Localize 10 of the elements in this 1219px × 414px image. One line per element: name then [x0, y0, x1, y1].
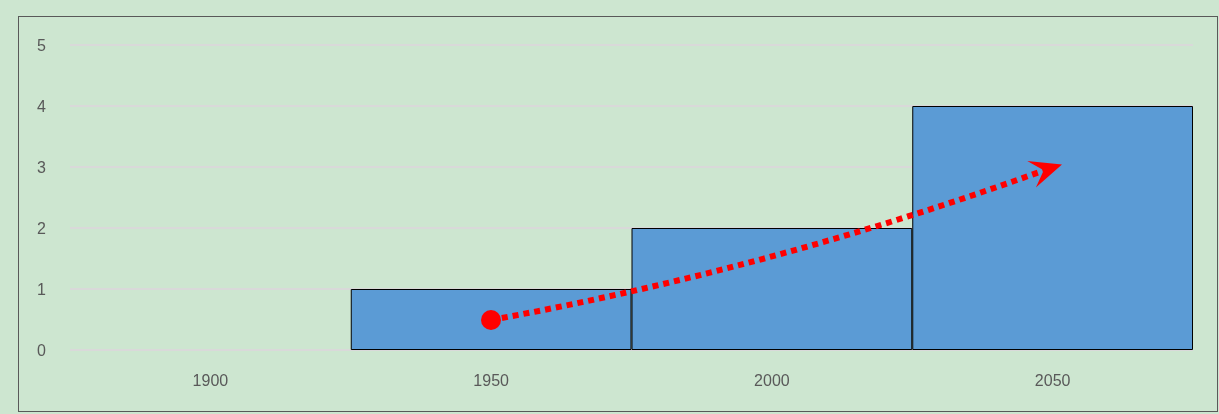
x-tick-label: 2050 [1034, 371, 1071, 389]
y-tick-label: 2 [37, 219, 47, 237]
y-tick-label: 3 [37, 158, 47, 176]
y-tick-label: 0 [37, 341, 47, 359]
y-tick-label: 1 [37, 280, 47, 298]
x-tick-label: 2000 [754, 371, 790, 389]
y-tick-label: 4 [37, 97, 47, 115]
y-tick-label: 5 [37, 36, 47, 54]
x-tick-label: 1900 [192, 371, 229, 389]
x-tick-label: 1950 [473, 371, 510, 389]
